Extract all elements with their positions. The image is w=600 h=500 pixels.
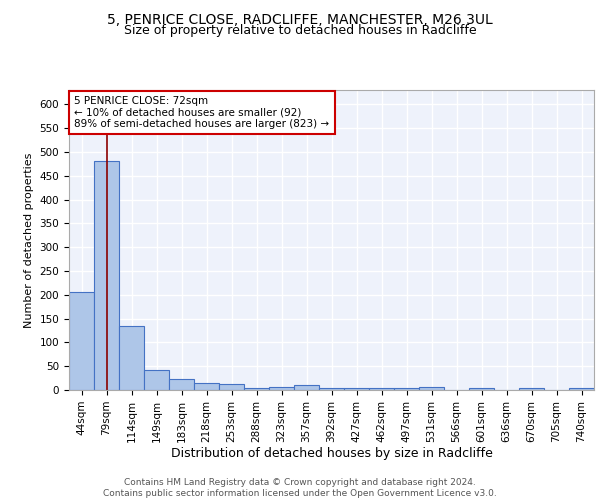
Bar bbox=[194, 383, 219, 390]
Bar bbox=[69, 292, 94, 390]
Bar bbox=[294, 385, 319, 390]
Bar bbox=[319, 388, 344, 390]
Bar bbox=[519, 388, 544, 390]
Bar bbox=[169, 378, 194, 390]
X-axis label: Distribution of detached houses by size in Radcliffe: Distribution of detached houses by size … bbox=[170, 448, 493, 460]
Bar bbox=[469, 388, 494, 390]
Bar bbox=[219, 384, 244, 390]
Bar bbox=[419, 386, 444, 390]
Text: Contains HM Land Registry data © Crown copyright and database right 2024.
Contai: Contains HM Land Registry data © Crown c… bbox=[103, 478, 497, 498]
Bar bbox=[369, 388, 394, 390]
Text: Size of property relative to detached houses in Radcliffe: Size of property relative to detached ho… bbox=[124, 24, 476, 37]
Bar bbox=[244, 388, 269, 390]
Bar bbox=[344, 388, 369, 390]
Bar bbox=[269, 387, 294, 390]
Text: 5 PENRICE CLOSE: 72sqm
← 10% of detached houses are smaller (92)
89% of semi-det: 5 PENRICE CLOSE: 72sqm ← 10% of detached… bbox=[74, 96, 329, 129]
Text: 5, PENRICE CLOSE, RADCLIFFE, MANCHESTER, M26 3UL: 5, PENRICE CLOSE, RADCLIFFE, MANCHESTER,… bbox=[107, 12, 493, 26]
Bar bbox=[119, 326, 144, 390]
Y-axis label: Number of detached properties: Number of detached properties bbox=[24, 152, 34, 328]
Bar bbox=[569, 388, 594, 390]
Bar bbox=[94, 162, 119, 390]
Bar bbox=[394, 388, 419, 390]
Bar bbox=[144, 370, 169, 390]
